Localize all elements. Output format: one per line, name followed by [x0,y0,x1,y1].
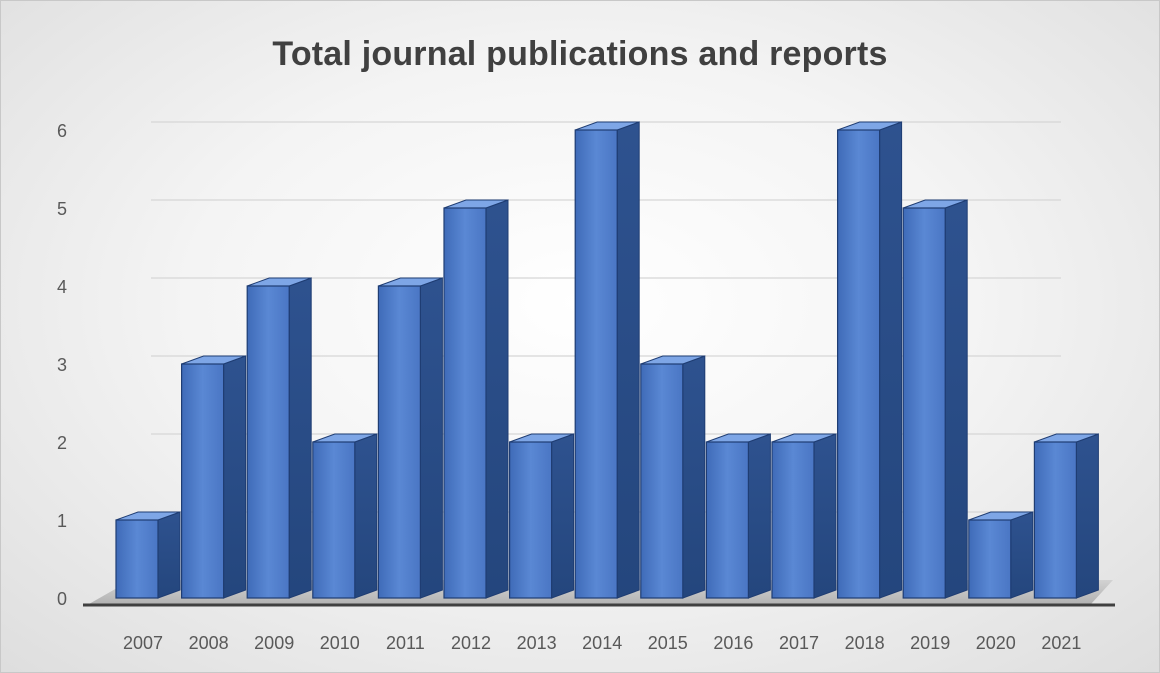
x-tick-label: 2010 [320,633,360,653]
y-tick-label: 1 [57,511,67,531]
bar-front [181,363,225,599]
bar-side [879,121,903,599]
bar-front [836,129,881,599]
bar-side [682,355,706,599]
x-tick-label: 2021 [1041,633,1081,653]
bar-side [354,433,378,599]
x-tick-label: 2013 [517,633,557,653]
bar-side [551,433,575,599]
bar [377,277,443,599]
bar [246,277,312,599]
bar [968,511,1034,599]
bar-side [157,511,181,599]
bar [640,355,706,599]
bar-side [223,355,247,599]
bar-front [1033,441,1078,599]
y-tick-label: 3 [57,355,67,375]
x-tick-label: 2014 [582,633,622,653]
bars [115,121,1099,599]
bar-front [115,519,159,599]
x-tick-label: 2007 [123,633,163,653]
x-tick-label: 2018 [845,633,885,653]
y-tick-label: 4 [57,277,67,297]
x-tick-label: 2012 [451,633,491,653]
y-tick-label: 0 [57,589,67,609]
bar [115,511,181,599]
bar-side [288,277,312,599]
bar-front [902,207,946,599]
x-tick-label: 2020 [976,633,1016,653]
bar-front [968,519,1012,599]
x-tick-labels: 2007 2008 2009 2010 2011 2012 2013 2014 2015 2016… [123,633,1081,653]
x-tick-label: 2017 [779,633,819,653]
bar [902,199,968,599]
bar [443,199,509,599]
bar [181,355,247,599]
y-tick-labels: 0 1 2 3 4 5 6 [57,121,67,609]
y-tick-label: 6 [57,121,67,141]
x-tick-label: 2015 [648,633,688,653]
bar-front [705,441,750,599]
bar [509,433,575,599]
x-tick-label: 2011 [386,633,425,653]
bar-front [509,441,553,599]
bar [312,433,378,599]
bar-side [747,433,771,599]
y-tick-label: 5 [57,199,67,219]
bar [1033,433,1099,599]
bar [771,433,837,599]
bar [836,121,903,599]
bar-front [312,441,356,599]
bar [574,121,640,599]
bar-side [1075,433,1099,599]
x-tick-label: 2019 [910,633,950,653]
bar-side [1010,511,1034,599]
bar-front [443,207,487,599]
bar-side [419,277,443,599]
bar-side [485,199,509,599]
bar-front [640,363,684,599]
bar-front [246,285,290,599]
bar-side [813,433,837,599]
x-tick-label: 2008 [189,633,229,653]
x-tick-label: 2009 [254,633,294,653]
bar-front [574,129,618,599]
chart-title: Total journal publications and reports [272,35,888,73]
bar-front [771,441,815,599]
bar-side [616,121,640,599]
x-tick-label: 2016 [713,633,753,653]
bar-front [377,285,421,599]
y-tick-label: 2 [57,433,67,453]
bar-side [944,199,968,599]
bar [705,433,771,599]
